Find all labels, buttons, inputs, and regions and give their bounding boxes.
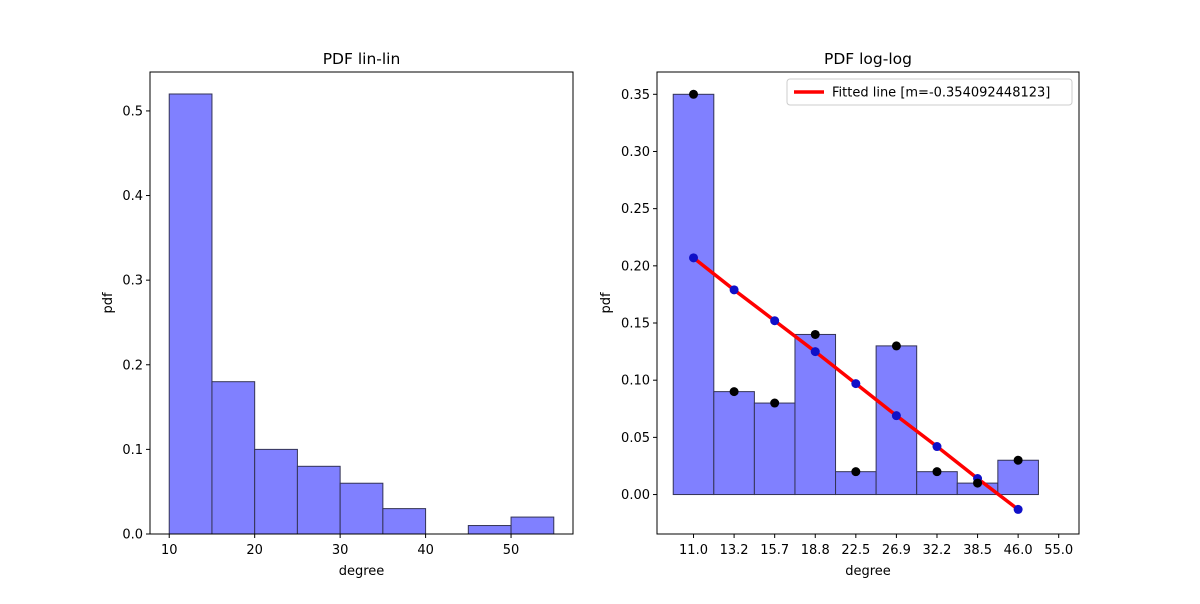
x-tick-label: 50 <box>503 543 520 558</box>
x-tick-label: 18.8 <box>801 543 830 558</box>
fitted-point <box>770 316 780 326</box>
data-point <box>851 467 861 477</box>
fitted-point <box>932 442 942 452</box>
data-point <box>932 467 942 477</box>
histogram-bar <box>339 482 384 535</box>
y-tick-label: 0.15 <box>621 317 650 332</box>
data-point <box>973 478 983 488</box>
fitted-point <box>729 285 739 295</box>
chart-title: PDF log-log <box>824 50 912 68</box>
histogram-bar <box>672 93 715 496</box>
y-tick-label: 0.2 <box>122 358 143 373</box>
histogram-bar <box>296 465 341 535</box>
chart-pdf-lin-lin: PDF lin-lin 10 20 30 40 50 0.00.10.20.30.40.… <box>101 50 574 579</box>
y-tick-label: 0.00 <box>621 488 650 503</box>
x-tick-label: 38.5 <box>963 543 992 558</box>
fitted-point <box>891 411 901 421</box>
x-axis-ticks: 11.0 13.2 15.7 18.8 22.5 26.9 32.2 38.5 46.0 55.0 <box>679 534 1073 558</box>
y-tick-label: 0.20 <box>621 259 650 274</box>
fitted-point <box>810 347 820 357</box>
chart-title: PDF lin-lin <box>323 50 401 68</box>
y-tick-label: 0.0 <box>122 528 143 543</box>
histogram-bar <box>382 508 427 535</box>
x-tick-label: 26.9 <box>882 543 911 558</box>
histogram-bar <box>997 459 1039 496</box>
x-tick-label: 22.5 <box>841 543 870 558</box>
y-axis-ticks: 0.0 0.1 0.2 0.3 0.4 0.5 <box>122 104 150 543</box>
x-tick-label: 20 <box>246 543 263 558</box>
x-tick-label: 11.0 <box>679 543 708 558</box>
data-point <box>1013 455 1023 465</box>
histogram-bar <box>467 525 512 535</box>
data-point <box>770 398 780 408</box>
histogram-bar <box>168 93 213 535</box>
data-point <box>810 329 820 339</box>
y-tick-label: 0.35 <box>621 88 650 103</box>
y-tick-label: 0.1 <box>122 443 143 458</box>
y-axis-label: pdf <box>599 292 614 314</box>
plot-frame <box>656 71 1080 535</box>
histogram-bar <box>753 402 796 496</box>
y-tick-label: 0.3 <box>122 274 143 289</box>
y-tick-label: 0.10 <box>621 374 650 389</box>
fitted-point <box>1013 504 1023 514</box>
x-tick-label: 13.2 <box>720 543 749 558</box>
histogram-bar <box>254 448 298 535</box>
y-tick-label: 0.25 <box>621 202 650 217</box>
x-tick-label: 46.0 <box>1004 543 1033 558</box>
legend-label: Fitted line [m=-0.354092448123] <box>832 86 1050 101</box>
legend: Fitted line [m=-0.354092448123] <box>786 78 1073 106</box>
bar-group <box>168 93 555 535</box>
x-tick-label: 55.0 <box>1044 543 1073 558</box>
fitted-point <box>689 253 699 263</box>
chart-pdf-log-log: PDF log-log 11.0 13.2 15.7 18.8 22.5 26.9 32.2… <box>599 50 1080 579</box>
fitted-point <box>851 379 861 389</box>
histogram-bar <box>875 345 918 496</box>
y-tick-label: 0.05 <box>621 431 650 446</box>
data-point <box>891 341 901 351</box>
plot-frame <box>149 71 574 535</box>
histogram-bar <box>211 381 256 535</box>
x-tick-label: 32.2 <box>923 543 952 558</box>
y-axis-ticks: 0.00 0.05 0.10 0.15 0.20 0.25 0.30 0.35 <box>621 88 657 503</box>
x-tick-label: 10 <box>161 543 178 558</box>
y-tick-label: 0.5 <box>122 104 143 119</box>
data-point <box>689 89 699 99</box>
x-tick-label: 30 <box>332 543 349 558</box>
x-axis-label: degree <box>845 564 891 579</box>
x-axis-label: degree <box>339 564 385 579</box>
data-point-group <box>689 89 1023 514</box>
x-axis-ticks: 10 20 30 40 50 <box>161 534 519 558</box>
x-tick-label: 15.7 <box>760 543 789 558</box>
legend-box <box>786 78 1073 106</box>
y-tick-label: 0.4 <box>122 189 143 204</box>
x-tick-label: 40 <box>417 543 434 558</box>
y-tick-label: 0.30 <box>621 145 650 160</box>
y-axis-label: pdf <box>101 292 116 314</box>
bar-group <box>672 93 1039 496</box>
histogram-bar <box>510 516 555 535</box>
data-point <box>729 387 739 397</box>
histogram-bar <box>794 333 837 496</box>
histogram-bar <box>713 391 755 496</box>
